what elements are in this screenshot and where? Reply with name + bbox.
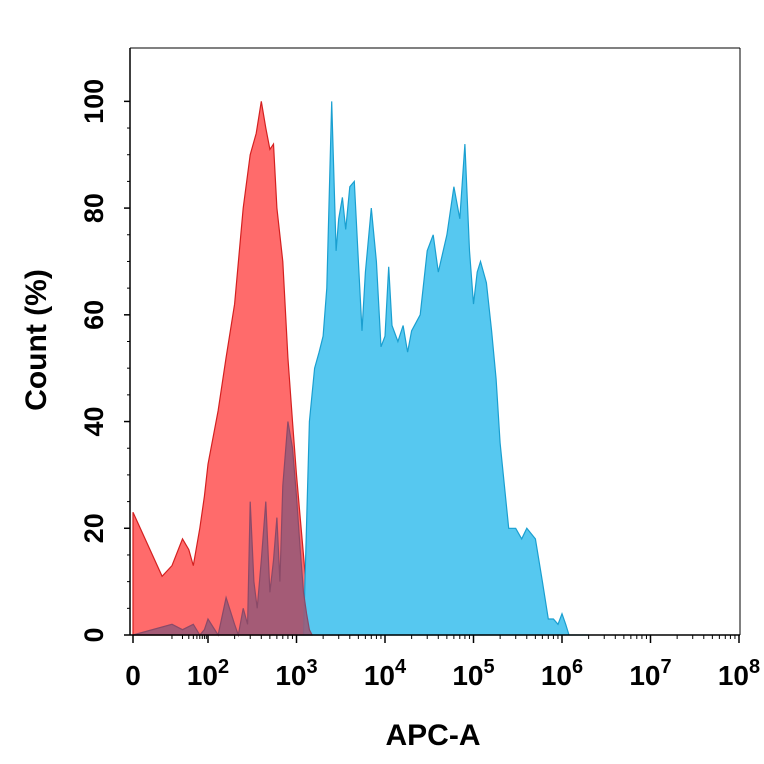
x-tick-label: 102 xyxy=(187,656,229,691)
x-tick-exponent: 4 xyxy=(395,656,407,678)
x-tick-exponent: 8 xyxy=(749,656,760,678)
y-axis-ticks: 0 20 40 60 80 100 xyxy=(79,79,130,643)
x-tick-exponent: 2 xyxy=(218,656,229,678)
y-tick-label: 60 xyxy=(79,300,109,330)
x-tick-label: 107 xyxy=(629,656,671,691)
y-tick-label: 100 xyxy=(79,79,109,124)
x-tick-label: 0 xyxy=(125,660,141,691)
y-tick-label: 40 xyxy=(79,407,109,437)
y-tick-label: 20 xyxy=(79,513,109,543)
x-tick-exponent: 6 xyxy=(572,656,583,678)
x-axis-ticks: 0 102 103 104 105 106 107 108 xyxy=(125,635,760,691)
x-tick-label: 108 xyxy=(718,656,760,691)
x-tick-label: 105 xyxy=(452,656,494,691)
y-tick-label: 0 xyxy=(79,627,109,642)
x-tick-label: 103 xyxy=(275,656,317,691)
histogram-area-2 xyxy=(132,421,314,638)
histogram-area-1 xyxy=(296,101,589,636)
y-tick-label: 80 xyxy=(79,193,109,223)
y-axis-title: Count (%) xyxy=(20,269,53,411)
x-tick-exponent: 3 xyxy=(307,656,318,678)
x-tick-exponent: 5 xyxy=(484,656,495,678)
x-tick-label: 104 xyxy=(364,656,407,691)
x-tick-exponent: 7 xyxy=(661,656,672,678)
plot-areas xyxy=(132,101,589,638)
x-tick-label: 106 xyxy=(541,656,583,691)
x-axis-title: APC-A xyxy=(386,719,481,752)
